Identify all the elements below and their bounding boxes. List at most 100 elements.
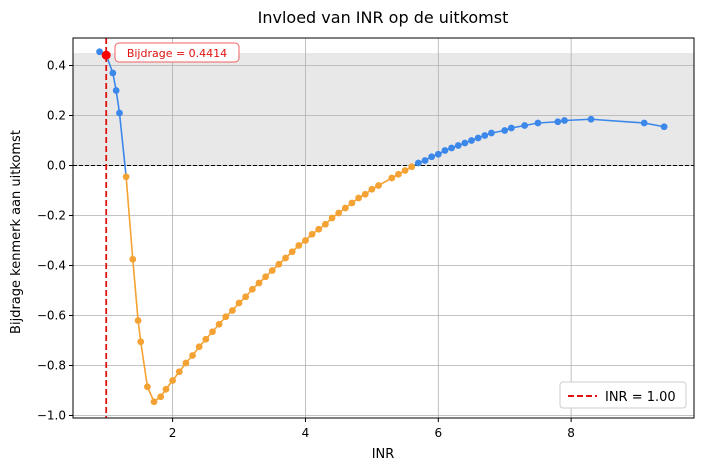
- legend-box: [559, 381, 687, 409]
- data-point: [501, 127, 509, 134]
- shaded-band: [73, 53, 694, 166]
- series-segment: [137, 320, 142, 342]
- legend-entry-label: INR = 1.00: [605, 390, 676, 405]
- legend: INR = 1.00: [559, 381, 687, 409]
- plot-frame: [72, 37, 695, 419]
- data-point: [255, 279, 263, 287]
- data-point: [434, 150, 442, 158]
- data-point: [189, 352, 196, 359]
- data-point: [222, 313, 230, 321]
- data-point: [414, 159, 422, 167]
- data-point: [321, 220, 329, 228]
- annotation-text: Bijdrage = 0.4414: [127, 47, 227, 60]
- y-axis-label: Bijdrage kenmerk aan uitkomst: [9, 130, 24, 334]
- data-point: [375, 182, 382, 189]
- y-tick-label: −1.0: [37, 409, 66, 423]
- data-points-layer: [96, 48, 668, 406]
- data-point: [488, 129, 495, 137]
- data-point: [474, 134, 482, 142]
- data-point: [428, 153, 436, 161]
- data-point: [195, 343, 203, 351]
- data-point: [355, 194, 362, 202]
- data-point: [129, 255, 137, 263]
- data-point: [122, 173, 130, 181]
- data-point: [137, 338, 145, 346]
- data-point: [182, 359, 190, 367]
- data-point: [395, 170, 402, 178]
- data-point: [441, 147, 449, 154]
- data-point: [341, 204, 349, 212]
- y-tick-label: −0.2: [37, 209, 66, 223]
- y-tick-label: −0.4: [37, 259, 66, 273]
- data-point: [288, 248, 296, 256]
- series-segment: [590, 118, 645, 124]
- data-point: [116, 109, 123, 117]
- highlight-point: [101, 50, 111, 60]
- data-point: [348, 199, 356, 207]
- data-point: [143, 383, 151, 391]
- x-tick-label: 2: [169, 426, 177, 440]
- data-point: [534, 119, 542, 127]
- data-point: [554, 118, 562, 126]
- data-point: [660, 123, 668, 131]
- y-tick-label: 0.2: [47, 109, 66, 123]
- data-point: [448, 144, 455, 152]
- x-axis-label: INR: [372, 447, 395, 462]
- data-point: [587, 115, 595, 123]
- data-point: [242, 293, 250, 301]
- data-point: [150, 398, 158, 406]
- data-point: [295, 242, 303, 249]
- x-tick-label: 4: [302, 426, 310, 440]
- ticks-layer: 2 4 6 8 −1.0 −0.8 −0.6 −0.4 −0.2 0.0 0.2 0.4: [37, 59, 575, 441]
- data-point: [315, 225, 323, 233]
- data-point: [640, 119, 648, 127]
- data-point: [328, 214, 336, 222]
- data-point: [235, 299, 243, 307]
- series-segment: [131, 259, 139, 321]
- data-point: [308, 230, 316, 238]
- data-point: [157, 393, 165, 401]
- data-point: [112, 87, 120, 94]
- data-point: [421, 157, 429, 164]
- data-point: [162, 385, 170, 393]
- data-point: [454, 142, 462, 149]
- data-point: [521, 122, 529, 129]
- x-tick-label: 6: [434, 426, 442, 440]
- y-tick-label: 0.0: [47, 159, 66, 173]
- data-point: [215, 320, 223, 328]
- data-point: [368, 185, 376, 193]
- y-tick-label: −0.6: [37, 309, 66, 323]
- data-point: [175, 368, 183, 376]
- y-tick-label: −0.8: [37, 359, 66, 373]
- x-tick-label: 8: [567, 426, 575, 440]
- data-point: [134, 317, 142, 324]
- series-segment: [564, 118, 592, 122]
- data-point: [268, 267, 276, 274]
- data-point: [109, 69, 117, 77]
- data-point: [468, 137, 475, 144]
- data-point: [96, 48, 103, 56]
- y-tick-label: 0.4: [47, 59, 66, 73]
- data-point: [169, 377, 177, 384]
- data-point: [229, 307, 236, 314]
- series-segment: [125, 176, 134, 260]
- annotation: Bijdrage = 0.4414: [114, 42, 240, 63]
- series-segment: [118, 112, 127, 177]
- reference-lines-layer: [73, 38, 694, 418]
- data-point: [401, 167, 409, 174]
- data-point: [335, 209, 343, 217]
- data-point: [388, 174, 396, 182]
- data-point: [282, 254, 289, 262]
- data-point: [361, 190, 369, 198]
- data-point: [275, 260, 283, 268]
- chart-title: Invloed van INR op de uitkomst: [258, 8, 509, 27]
- series-segment: [139, 341, 149, 387]
- data-point: [481, 132, 489, 139]
- data-point: [248, 285, 256, 293]
- data-point: [507, 124, 515, 132]
- data-point: [408, 163, 416, 171]
- series-segment: [115, 90, 121, 114]
- data-point: [561, 117, 568, 124]
- data-point: [202, 335, 210, 343]
